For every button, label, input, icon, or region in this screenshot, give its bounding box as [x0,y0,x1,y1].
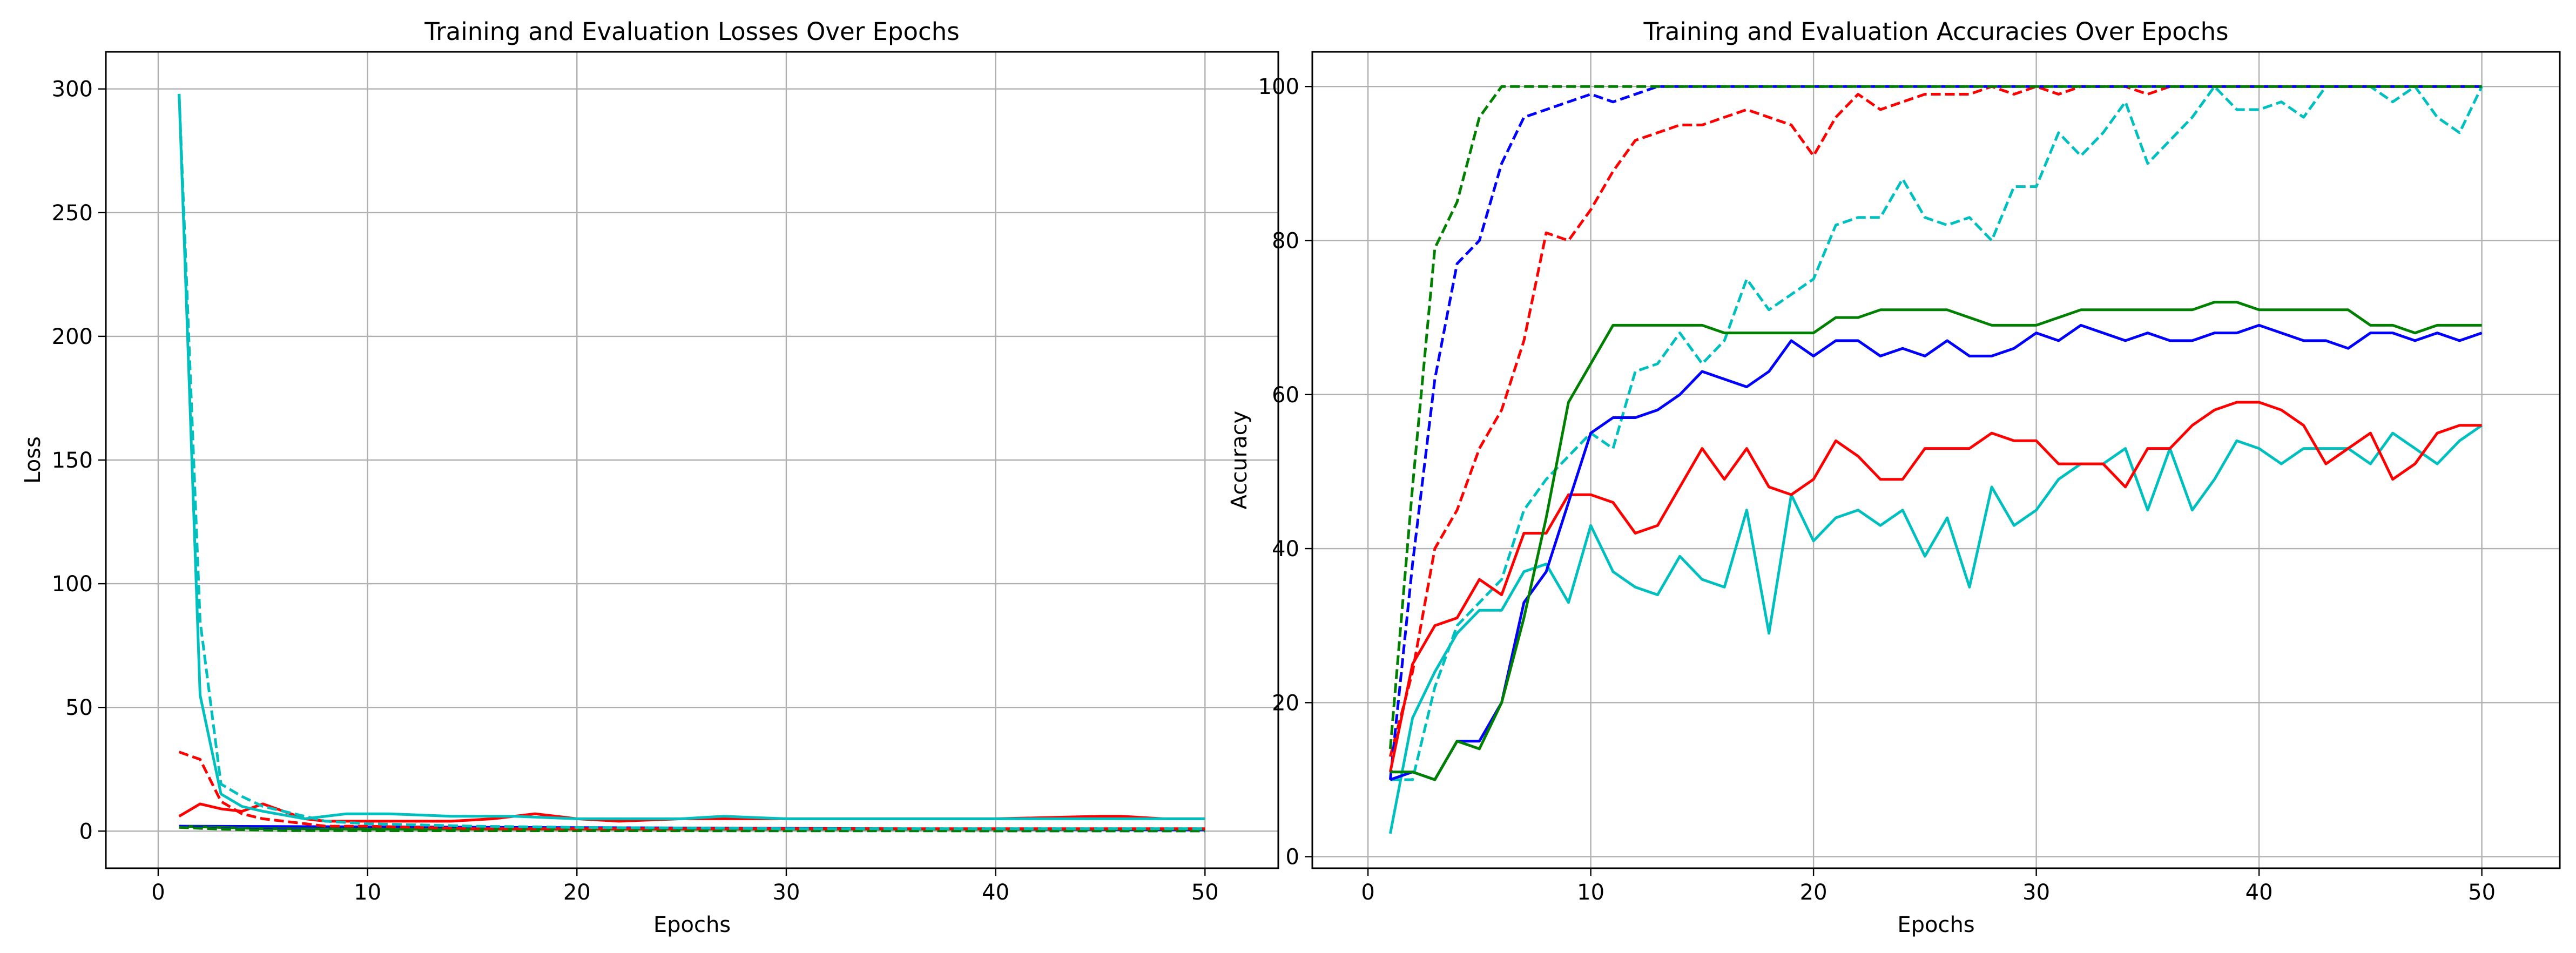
accuracy-chart: 0 10 20 30 40 50 0 20 40 60 80 100 Training and Eva… [1227,17,2561,937]
accuracy-chart-y-tick-label: 0 [1286,845,1299,870]
loss-chart-x-tick-label: 20 [563,880,591,905]
loss-chart-y-axis-label: Loss [21,436,45,484]
accuracy-chart-ticks: 0 10 20 30 40 50 0 20 40 60 80 100 [1258,75,2496,905]
loss-chart-line-cyan-solid [178,93,1205,820]
loss-chart-y-tick-label: 0 [79,819,93,844]
loss-chart-y-tick-label: 50 [65,695,93,720]
loss-chart-x-tick-label: 30 [773,880,800,905]
accuracy-chart-x-tick-label: 0 [1361,880,1374,905]
accuracy-chart-line-green-solid [1390,301,2482,781]
loss-chart-y-tick-label: 250 [52,201,93,226]
loss-chart-x-tick-label: 0 [151,880,165,905]
accuracy-chart-x-tick-label: 30 [2022,880,2050,905]
accuracy-chart-y-tick-label: 80 [1272,228,1299,253]
accuracy-chart-line-blue-solid [1390,323,2483,781]
loss-chart: 0 10 20 30 40 50 0 50 100 150 200 250 300 Training a… [21,17,1279,937]
loss-chart-line-cyan-dashed [178,93,1205,830]
accuracy-chart-x-tick-label: 50 [2468,880,2496,905]
loss-chart-x-tick-label: 50 [1191,880,1219,905]
loss-chart-y-tick-label: 200 [52,325,93,349]
accuracy-chart-x-tick-label: 10 [1577,880,1604,905]
loss-chart-line-green-dashed [179,826,1205,833]
accuracy-chart-line-cyan-solid [1388,424,2483,834]
accuracy-chart-x-tick-label: 20 [1800,880,1828,905]
accuracy-chart-title: Training and Evaluation Accuracies Over … [1643,17,2228,46]
loss-chart-y-tick-label: 150 [52,448,93,473]
accuracy-chart-series [1388,85,2483,834]
loss-chart-series [178,93,1205,833]
accuracy-chart-y-axis-label: Accuracy [1227,411,1252,510]
accuracy-chart-frame [1311,51,2561,869]
accuracy-chart-y-tick-label: 40 [1272,537,1299,562]
loss-chart-x-tick-label: 40 [982,880,1009,905]
accuracy-chart-x-axis-label: Epochs [1897,913,1974,937]
loss-chart-y-tick-label: 100 [52,572,93,597]
accuracy-chart-x-tick-label: 40 [2245,880,2273,905]
loss-chart-title: Training and Evaluation Losses Over Epoc… [424,17,959,46]
accuracy-chart-line-blue-dashed [1388,85,2482,780]
accuracy-chart-y-tick-label: 20 [1272,691,1299,715]
accuracy-chart-line-green-dashed [1388,85,2482,749]
accuracy-chart-line-cyan-dashed [1390,85,2483,781]
loss-chart-ticks: 0 10 20 30 40 50 0 50 100 150 200 250 300 [52,77,1219,905]
accuracy-chart-y-tick-label: 60 [1272,383,1299,408]
loss-chart-x-tick-label: 10 [354,880,381,905]
loss-chart-grid [106,52,1278,868]
loss-chart-y-tick-label: 300 [52,77,93,102]
accuracy-chart-grid [1312,52,2560,868]
loss-chart-x-axis-label: Epochs [653,913,731,937]
accuracy-chart-y-tick-label: 100 [1258,75,1299,99]
